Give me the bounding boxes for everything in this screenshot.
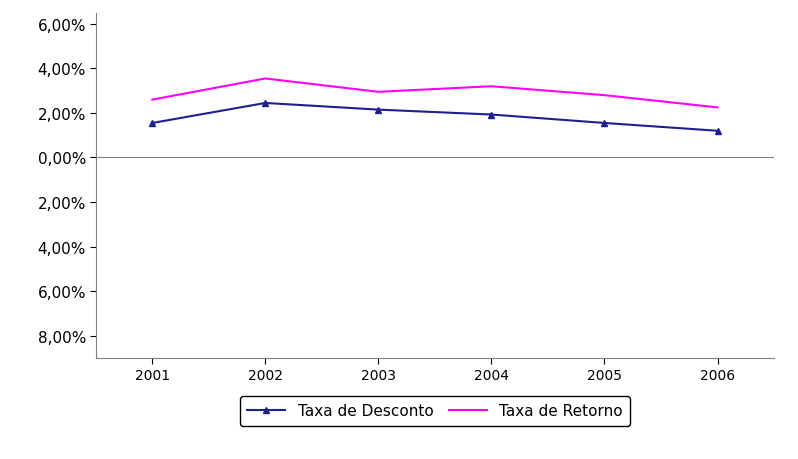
- Taxa de Desconto: [713, 129, 722, 134]
- Taxa de Retorno: [713, 106, 722, 111]
- Taxa de Desconto: [148, 121, 157, 127]
- Taxa de Desconto: [373, 107, 383, 113]
- Taxa de Retorno: [373, 90, 383, 95]
- Taxa de Retorno: [487, 84, 496, 90]
- Taxa de Retorno: [148, 98, 157, 103]
- Taxa de Desconto: [261, 101, 271, 106]
- Taxa de Desconto: [487, 112, 496, 118]
- Taxa de Desconto: [600, 121, 610, 127]
- Taxa de Retorno: [600, 93, 610, 99]
- Line: Taxa de Retorno: Taxa de Retorno: [152, 79, 717, 108]
- Taxa de Retorno: [261, 77, 271, 82]
- Legend: Taxa de Desconto, Taxa de Retorno: Taxa de Desconto, Taxa de Retorno: [239, 396, 630, 426]
- Line: Taxa de Desconto: Taxa de Desconto: [148, 100, 721, 135]
